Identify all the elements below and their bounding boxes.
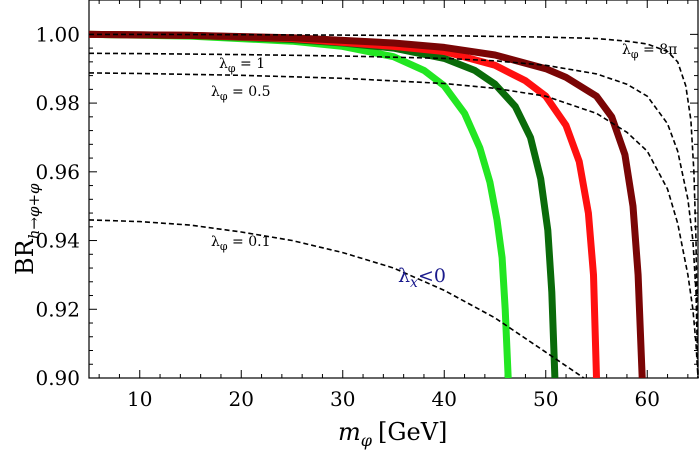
curve-label-0.5-rest: = 0.5: [228, 84, 271, 100]
y-tick-labels: 0.90 0.92 0.94 0.96 0.98 1.00: [35, 22, 80, 390]
y-tick-label: 0.96: [35, 160, 80, 184]
y-axis-sub: h→φ+φ: [25, 183, 43, 239]
dashed-series-2: [89, 72, 699, 378]
curve-label-0.1-main: λ: [211, 234, 220, 250]
y-tick-label: 1.00: [35, 22, 80, 46]
y-tick-label: 0.94: [35, 229, 80, 253]
curve-label-0.5: λφ = 0.5: [211, 84, 270, 103]
curve-label-1-rest: = 1: [236, 56, 266, 72]
curve-label-8pi-sub: φ: [631, 48, 639, 61]
band-series-7: [89, 30, 646, 378]
y-axis-main: BR: [11, 238, 39, 275]
band-series-5: [89, 30, 559, 378]
curve-label-0.1: λφ = 0.1: [211, 234, 270, 253]
curve-label-0.5-sub: φ: [220, 90, 228, 103]
y-tick-label: 0.90: [35, 366, 80, 390]
dashed-curves: [89, 33, 699, 378]
curve-label-0.1-sub: φ: [220, 240, 228, 253]
x-axis-sub: φ: [361, 431, 373, 450]
curve-label-8pi: λφ = 8π: [622, 42, 677, 61]
x-tick-label: 40: [432, 387, 457, 411]
curve-label-1-sub: φ: [228, 62, 236, 75]
x-axis-unit: [GeV]: [378, 418, 447, 446]
x-tick-label: 30: [330, 387, 355, 411]
x-axis-symbol: m: [338, 418, 361, 446]
axis-ticks: [89, 0, 698, 379]
curve-label-1-main: λ: [219, 56, 228, 72]
x-tick-labels: 10 20 30 40 50 60: [127, 387, 660, 411]
band-series-6: [89, 30, 600, 378]
x-tick-label: 10: [127, 387, 152, 411]
x-tick-label: 20: [229, 387, 254, 411]
dashed-series-3: [89, 219, 586, 378]
band-series-4: [89, 30, 512, 378]
lambda-x-rest: <0: [418, 265, 446, 287]
dashed-series-0: [89, 33, 699, 378]
x-tick-label: 50: [533, 387, 558, 411]
x-tick-label: 60: [635, 387, 660, 411]
x-axis-title: mφ [GeV]: [338, 418, 447, 450]
curve-label-1: λφ = 1: [219, 56, 265, 75]
curve-label-8pi-rest: = 8π: [639, 42, 678, 58]
lambda-x-sub: x: [410, 275, 418, 291]
y-tick-label: 0.98: [35, 91, 80, 115]
dashed-series-1: [89, 52, 699, 378]
curve-label-0.5-main: λ: [211, 84, 220, 100]
y-tick-label: 0.92: [35, 297, 80, 321]
y-axis-title: BRh→φ+φ: [11, 183, 43, 275]
plot-frame: [88, 0, 699, 379]
curve-label-8pi-main: λ: [622, 42, 631, 58]
lambda-x-main: λ: [398, 265, 410, 287]
data-bands: [89, 30, 646, 378]
lambda-x-annotation: λx<0: [398, 265, 446, 291]
curve-label-0.1-rest: = 0.1: [228, 234, 271, 250]
